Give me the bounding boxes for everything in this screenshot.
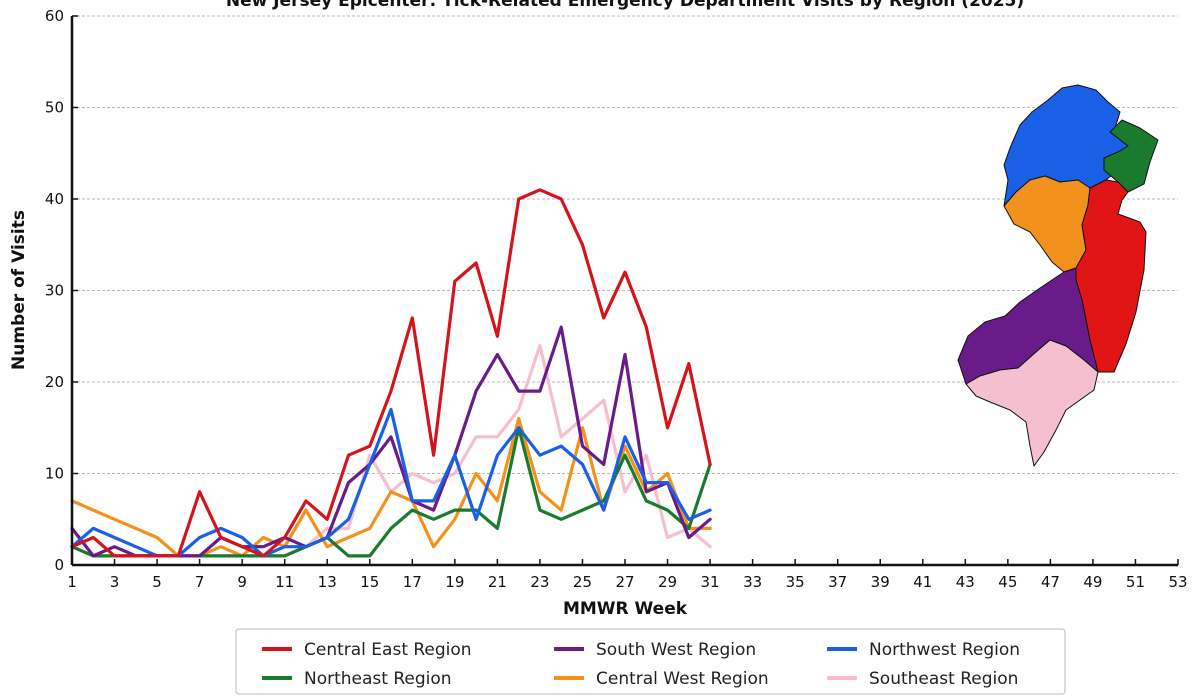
series-lines (70, 188, 712, 558)
x-tick-label: 31 (701, 573, 720, 591)
x-tick-label: 41 (913, 573, 932, 591)
x-tick-label: 47 (1041, 573, 1060, 591)
x-tick-label: 27 (615, 573, 634, 591)
legend-label: Northwest Region (869, 640, 1020, 660)
x-tick-label: 3 (110, 573, 120, 591)
y-tick-label: 10 (45, 465, 64, 483)
legend-label: Northeast Region (304, 669, 452, 689)
series-line-central-east-region (70, 188, 712, 558)
x-tick-label: 17 (403, 573, 422, 591)
legend-label: South West Region (596, 640, 756, 660)
x-tick-label: 33 (743, 573, 762, 591)
series-line-southeast-region (70, 343, 712, 558)
x-tick-label: 45 (998, 573, 1017, 591)
x-tick-label: 37 (828, 573, 847, 591)
x-tick-label: 35 (786, 573, 805, 591)
legend-label: Southeast Region (869, 669, 1018, 689)
chart-title: New Jersey Epicenter: Tick-Related Emerg… (226, 0, 1024, 11)
x-tick-label: 53 (1168, 573, 1187, 591)
x-ticks: 1 3 5 7 9 11 13 15 17 19 21 23 25 27 29 31 33 35 37 39 41 43 4… (67, 559, 1188, 591)
map-region-central-east (1075, 179, 1147, 373)
y-axis-title: Number of Visits (9, 210, 29, 370)
y-ticks: 0 10 20 30 40 50 60 (45, 7, 78, 574)
x-tick-label: 15 (360, 573, 379, 591)
y-tick-label: 0 (54, 556, 64, 574)
x-tick-label: 19 (445, 573, 464, 591)
x-tick-label: 21 (488, 573, 507, 591)
y-tick-label: 50 (45, 99, 64, 117)
x-tick-label: 25 (573, 573, 592, 591)
x-tick-label: 39 (871, 573, 890, 591)
x-tick-label: 5 (152, 573, 162, 591)
legend: Central East Region Northeast Region South… (235, 628, 1066, 695)
y-tick-label: 60 (45, 7, 64, 25)
nj-region-map (957, 84, 1159, 467)
map-region-southeast (965, 339, 1099, 467)
x-tick-label: 23 (530, 573, 549, 591)
x-tick-label: 13 (318, 573, 337, 591)
x-tick-label: 51 (1126, 573, 1145, 591)
x-tick-label: 1 (67, 573, 77, 591)
x-tick-label: 49 (1083, 573, 1102, 591)
x-tick-label: 11 (275, 573, 294, 591)
x-tick-label: 7 (195, 573, 205, 591)
legend-label: Central West Region (596, 669, 769, 689)
x-axis-title: MMWR Week (563, 599, 688, 619)
legend-label: Central East Region (304, 640, 472, 660)
y-tick-label: 20 (45, 373, 64, 391)
legend-box (235, 628, 1066, 695)
x-tick-label: 43 (956, 573, 975, 591)
y-tick-label: 40 (45, 190, 64, 208)
x-tick-label: 29 (658, 573, 677, 591)
x-tick-label: 9 (237, 573, 247, 591)
y-tick-label: 30 (45, 282, 64, 300)
